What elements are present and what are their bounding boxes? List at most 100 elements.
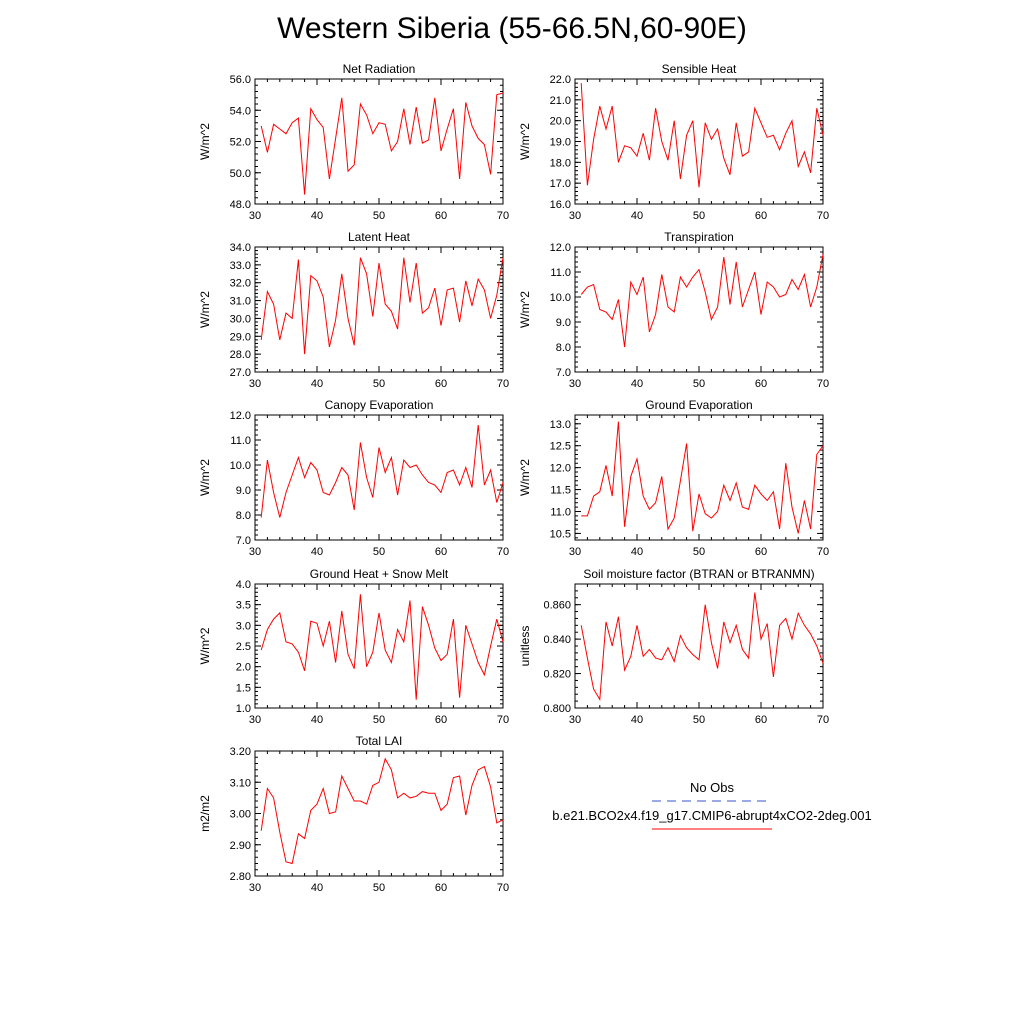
y-axis-label: W/m^2 <box>198 291 212 328</box>
x-tick-label: 30 <box>249 714 261 726</box>
x-tick-label: 30 <box>249 378 261 390</box>
legend-label: b.e21.BCO2x4.f19_g17.CMIP6-abrupt4xCO2-2… <box>552 808 871 823</box>
y-tick-label: 7.0 <box>236 535 251 547</box>
y-tick-label: 52.0 <box>230 137 251 149</box>
y-tick-label: 32.0 <box>230 278 251 290</box>
x-tick-label: 40 <box>631 210 643 222</box>
y-tick-label: 22.0 <box>550 74 571 86</box>
series-line <box>580 254 824 348</box>
series-line <box>580 83 824 188</box>
y-tick-label: 30.0 <box>230 313 251 325</box>
y-tick-label: 3.00 <box>230 809 251 821</box>
y-tick-label: 10.5 <box>550 528 571 540</box>
y-axis-label: W/m^2 <box>518 459 532 496</box>
y-tick-label: 0.800 <box>543 703 571 715</box>
x-tick-label: 70 <box>497 210 509 222</box>
y-tick-label: 9.0 <box>236 485 251 497</box>
panel-title: Canopy Evaporation <box>325 398 434 412</box>
main-title: Western Siberia (55-66.5N,60-90E) <box>277 12 747 45</box>
y-tick-label: 19.0 <box>550 137 571 149</box>
y-tick-label: 9.0 <box>556 317 571 329</box>
y-axis-label: m2/m2 <box>198 795 212 832</box>
x-tick-label: 50 <box>373 378 385 390</box>
y-tick-label: 1.0 <box>236 703 251 715</box>
x-tick-label: 30 <box>249 546 261 558</box>
y-tick-label: 0.840 <box>543 634 571 646</box>
panel-title: Transpiration <box>664 230 734 244</box>
y-tick-label: 12.0 <box>550 463 571 475</box>
x-tick-label: 50 <box>373 882 385 894</box>
y-tick-label: 13.0 <box>550 419 571 431</box>
y-axis-label: W/m^2 <box>518 123 532 160</box>
panel-title: Latent Heat <box>348 230 411 244</box>
y-tick-label: 50.0 <box>230 168 251 180</box>
x-tick-label: 50 <box>693 546 705 558</box>
x-tick-label: 40 <box>311 546 323 558</box>
chart-panel-4: Transpiration W/m^2 7.0 8.0 9.0 10.0 11.0 12.0 3… <box>518 230 829 390</box>
chart-panel-8: Soil moisture factor (BTRAN or BTRANMN) u… <box>518 567 829 726</box>
panel-title: Total LAI <box>356 734 403 748</box>
y-tick-label: 8.0 <box>236 510 251 522</box>
y-tick-label: 1.5 <box>236 682 251 694</box>
panel-title: Sensible Heat <box>662 62 737 76</box>
y-tick-label: 8.0 <box>556 342 571 354</box>
x-tick-label: 50 <box>693 378 705 390</box>
y-tick-label: 2.5 <box>236 641 251 653</box>
chart-panel-5: Canopy Evaporation W/m^2 7.0 8.0 9.0 10.0 11.0… <box>198 398 509 558</box>
x-tick-label: 70 <box>817 210 829 222</box>
y-tick-label: 10.0 <box>230 460 251 472</box>
x-tick-label: 40 <box>631 546 643 558</box>
series-line <box>581 421 824 534</box>
x-tick-label: 50 <box>373 210 385 222</box>
panel-title: Ground Heat + Snow Melt <box>310 567 449 581</box>
legend: No Obs b.e21.BCO2x4.f19_g17.CMIP6-abrupt4… <box>552 780 872 830</box>
chart-panel-6: Ground Evaporation W/m^2 10.5 11.0 11.5 12.0 1… <box>518 398 829 558</box>
plot-frame <box>574 414 824 541</box>
x-tick-label: 30 <box>569 546 581 558</box>
chart-panel-2: Sensible Heat W/m^2 16.0 17.0 18.0 19.0 20.0 21… <box>518 62 829 222</box>
x-tick-label: 70 <box>497 378 509 390</box>
y-tick-label: 3.10 <box>230 777 251 789</box>
y-tick-label: 56.0 <box>230 74 251 86</box>
y-axis-label: W/m^2 <box>198 459 212 496</box>
y-tick-label: 0.820 <box>543 669 571 681</box>
y-tick-label: 3.5 <box>236 600 251 612</box>
chart-panel-9: Total LAI m2/m2 2.80 2.90 3.00 3.10 3.20 30 40 50… <box>198 734 509 894</box>
y-tick-label: 7.0 <box>556 367 571 379</box>
plot-frame <box>254 414 504 541</box>
x-tick-label: 40 <box>631 378 643 390</box>
x-tick-label: 50 <box>693 714 705 726</box>
y-tick-label: 2.90 <box>230 840 251 852</box>
y-tick-label: 20.0 <box>550 116 571 128</box>
y-tick-label: 4.0 <box>236 579 251 591</box>
series-line <box>260 92 504 195</box>
x-tick-label: 40 <box>311 378 323 390</box>
y-tick-label: 12.5 <box>550 441 571 453</box>
y-tick-label: 34.0 <box>230 242 251 254</box>
x-tick-label: 60 <box>755 546 767 558</box>
y-tick-label: 33.0 <box>230 260 251 272</box>
y-tick-label: 10.0 <box>550 292 571 304</box>
y-tick-label: 11.0 <box>230 435 251 447</box>
y-tick-label: 0.860 <box>543 600 571 612</box>
x-tick-label: 30 <box>569 378 581 390</box>
plot-frame <box>574 246 824 373</box>
y-tick-label: 12.0 <box>550 242 571 254</box>
legend-label: No Obs <box>690 780 735 795</box>
y-tick-label: 48.0 <box>230 199 251 211</box>
series-line <box>260 594 504 700</box>
x-tick-label: 30 <box>249 882 261 894</box>
y-tick-label: 54.0 <box>230 105 251 117</box>
y-tick-label: 11.0 <box>550 506 571 518</box>
y-axis-label: unitless <box>518 626 532 667</box>
x-tick-label: 70 <box>817 714 829 726</box>
y-tick-label: 2.80 <box>230 871 251 883</box>
x-tick-label: 60 <box>435 882 447 894</box>
series-line <box>260 424 504 518</box>
y-axis-label: W/m^2 <box>518 291 532 328</box>
y-tick-label: 12.0 <box>230 410 251 422</box>
x-tick-label: 70 <box>497 546 509 558</box>
x-tick-label: 60 <box>435 714 447 726</box>
chart-panel-3: Latent Heat W/m^2 27.0 28.0 29.0 30.0 31.0 32.0… <box>198 230 509 390</box>
y-tick-label: 3.0 <box>236 620 251 632</box>
